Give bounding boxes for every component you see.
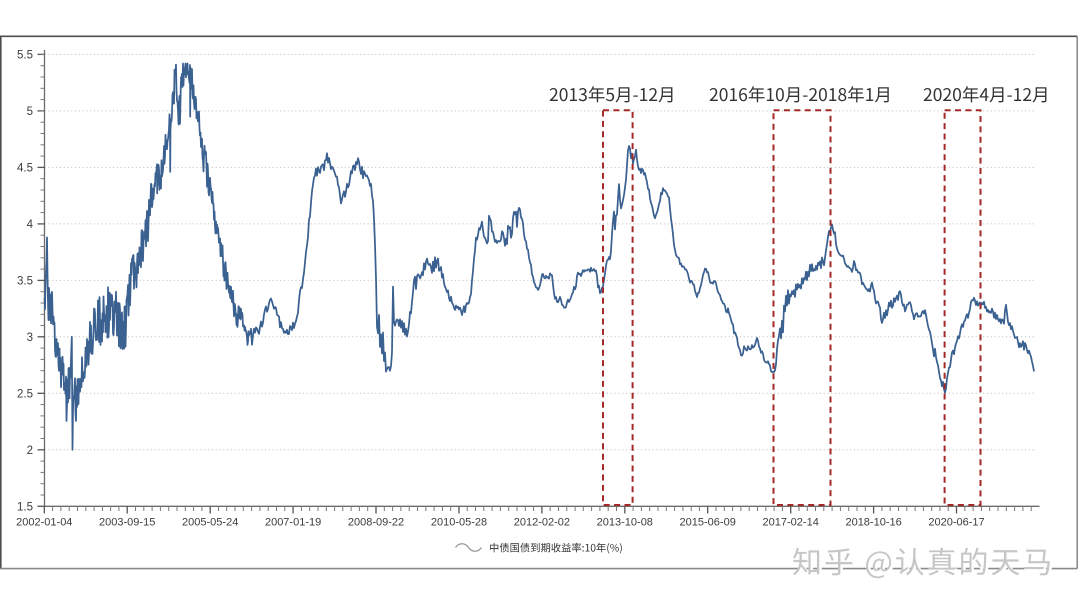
- svg-text:1.5: 1.5: [17, 501, 33, 513]
- svg-text:2: 2: [27, 445, 33, 457]
- svg-text:2017-02-14: 2017-02-14: [763, 517, 819, 529]
- svg-text:4: 4: [27, 219, 34, 231]
- svg-text:2020-06-17: 2020-06-17: [928, 517, 984, 529]
- svg-text:2010-05-28: 2010-05-28: [431, 517, 487, 529]
- svg-text:4.5: 4.5: [17, 162, 33, 174]
- svg-text:2002-01-04: 2002-01-04: [16, 517, 72, 529]
- svg-text:2005-05-24: 2005-05-24: [182, 517, 238, 529]
- svg-text:2013-10-08: 2013-10-08: [597, 517, 653, 529]
- svg-text:3: 3: [27, 332, 33, 344]
- svg-text:2007-01-19: 2007-01-19: [265, 517, 321, 529]
- svg-text:5: 5: [27, 106, 33, 118]
- svg-text:2008-09-22: 2008-09-22: [348, 517, 404, 529]
- svg-text:2015-06-09: 2015-06-09: [680, 517, 736, 529]
- svg-text:5.5: 5.5: [17, 49, 33, 61]
- svg-text:2018-10-16: 2018-10-16: [845, 517, 901, 529]
- svg-text:2.5: 2.5: [17, 388, 33, 400]
- svg-text:2003-09-15: 2003-09-15: [99, 517, 155, 529]
- svg-text:2012-02-02: 2012-02-02: [514, 517, 570, 529]
- svg-text:3.5: 3.5: [17, 275, 33, 287]
